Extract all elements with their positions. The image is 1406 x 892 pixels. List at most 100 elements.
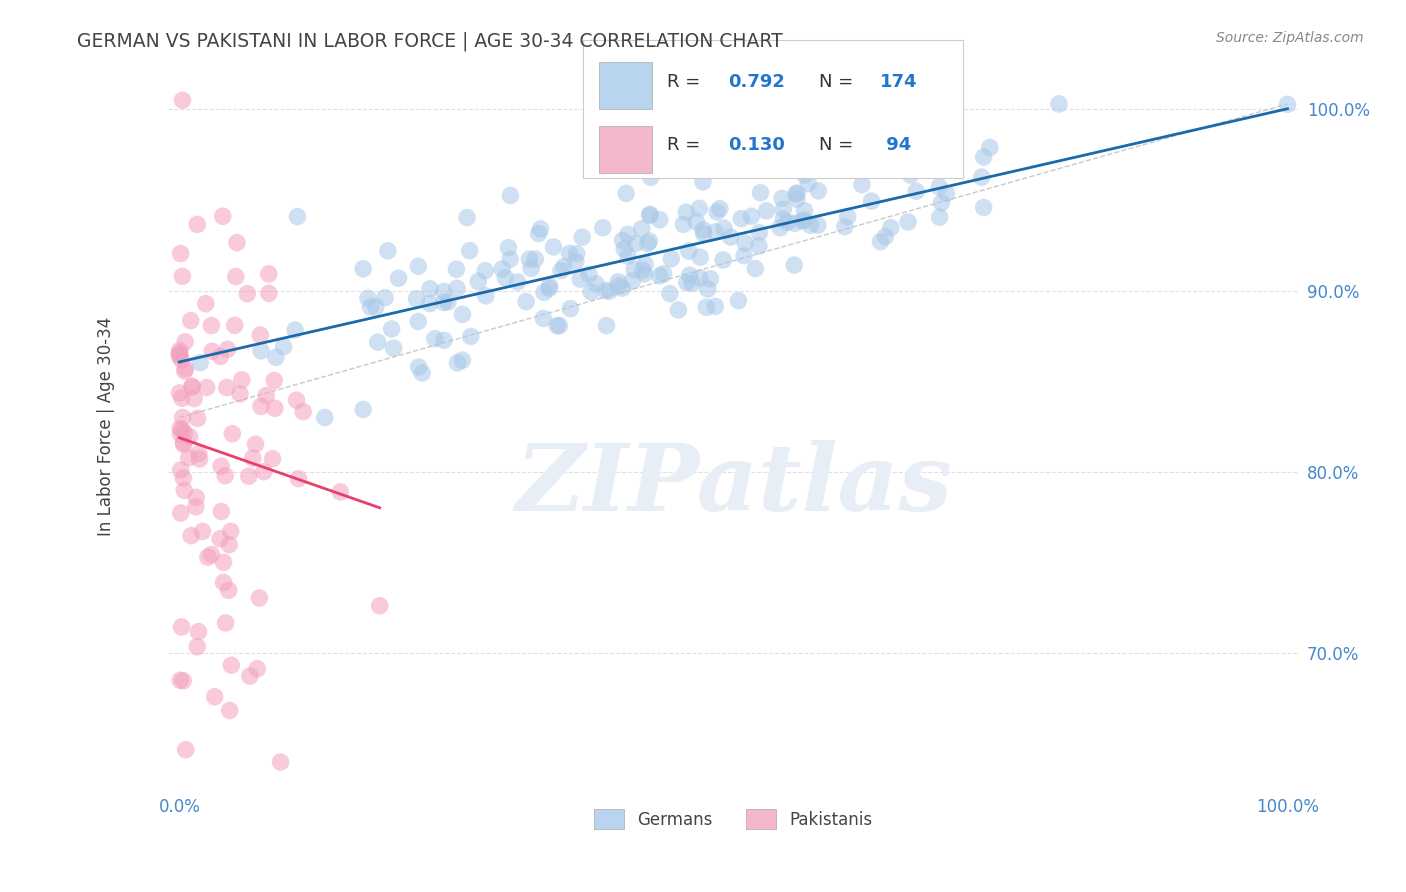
Point xyxy=(204,690,226,704)
Point xyxy=(172,410,194,425)
Point xyxy=(173,437,195,451)
Point xyxy=(786,192,808,206)
Point xyxy=(382,341,405,355)
Point xyxy=(352,402,374,417)
Point xyxy=(446,262,468,277)
Point xyxy=(188,452,211,467)
Point xyxy=(433,295,456,310)
Point xyxy=(769,220,792,235)
Point xyxy=(247,591,270,605)
Point xyxy=(364,300,387,314)
Text: ZIPatlas: ZIPatlas xyxy=(515,440,952,530)
Point xyxy=(287,472,309,486)
Point xyxy=(200,548,222,562)
Point xyxy=(675,205,697,219)
Point xyxy=(195,380,218,394)
Point xyxy=(451,307,474,321)
Point xyxy=(239,669,262,683)
Point xyxy=(174,743,197,757)
Point xyxy=(749,186,772,200)
Point xyxy=(264,401,287,416)
Point xyxy=(693,227,716,241)
Point xyxy=(785,186,807,201)
Point xyxy=(405,292,427,306)
Point xyxy=(699,272,721,286)
Point xyxy=(613,242,636,256)
Legend: Germans, Pakistanis: Germans, Pakistanis xyxy=(588,803,879,835)
Point xyxy=(973,150,995,164)
Point xyxy=(169,349,191,363)
Point xyxy=(506,275,529,289)
Point xyxy=(695,301,717,315)
Point xyxy=(776,215,799,229)
Point xyxy=(711,252,734,267)
Point xyxy=(807,184,830,198)
Point xyxy=(273,340,295,354)
Point xyxy=(592,220,614,235)
Point xyxy=(623,262,645,277)
Point xyxy=(249,328,271,343)
Point xyxy=(659,252,682,266)
Point xyxy=(177,450,200,465)
Point xyxy=(172,673,194,688)
Point xyxy=(631,263,654,277)
Point xyxy=(257,286,280,301)
Point xyxy=(903,162,925,177)
Point xyxy=(837,210,859,224)
Point xyxy=(688,202,710,216)
Point xyxy=(368,599,391,613)
Point xyxy=(744,261,766,276)
Point xyxy=(184,500,207,514)
Point xyxy=(648,268,671,283)
Point xyxy=(169,346,191,360)
Point xyxy=(209,350,232,364)
Point xyxy=(250,343,273,358)
Point xyxy=(527,227,550,241)
Point xyxy=(678,268,700,282)
Point xyxy=(783,258,806,272)
Point xyxy=(524,252,547,266)
Point xyxy=(638,208,661,222)
Point xyxy=(253,465,276,479)
Point xyxy=(640,170,662,185)
Point xyxy=(406,314,429,328)
Text: 0.792: 0.792 xyxy=(728,72,785,91)
Point xyxy=(186,640,208,654)
Point xyxy=(197,550,219,565)
Point xyxy=(231,373,253,387)
Point xyxy=(720,230,742,244)
Point xyxy=(860,194,883,209)
Point xyxy=(692,223,714,237)
Point xyxy=(419,282,441,296)
Point xyxy=(170,620,193,634)
Point xyxy=(186,491,208,505)
Point xyxy=(169,343,191,358)
Point xyxy=(186,218,208,232)
Point xyxy=(546,318,568,333)
Point xyxy=(169,421,191,435)
Point xyxy=(935,186,957,201)
Point xyxy=(263,374,285,388)
Point xyxy=(458,244,481,258)
Point xyxy=(928,210,950,224)
Point xyxy=(170,353,193,368)
Point xyxy=(565,254,588,268)
Point xyxy=(474,263,496,277)
Point xyxy=(292,404,315,418)
Point xyxy=(387,271,409,285)
Point xyxy=(173,435,195,450)
Point xyxy=(181,379,204,393)
Point xyxy=(637,236,659,251)
Point xyxy=(538,279,561,293)
Point xyxy=(520,261,543,276)
Text: R =: R = xyxy=(666,72,706,91)
Point xyxy=(900,168,922,182)
Point xyxy=(406,260,429,274)
Point xyxy=(170,391,193,405)
Point xyxy=(254,389,277,403)
Point xyxy=(638,234,661,248)
Point xyxy=(180,313,202,327)
Point xyxy=(595,318,617,333)
Point xyxy=(612,234,634,248)
Point xyxy=(460,329,482,343)
